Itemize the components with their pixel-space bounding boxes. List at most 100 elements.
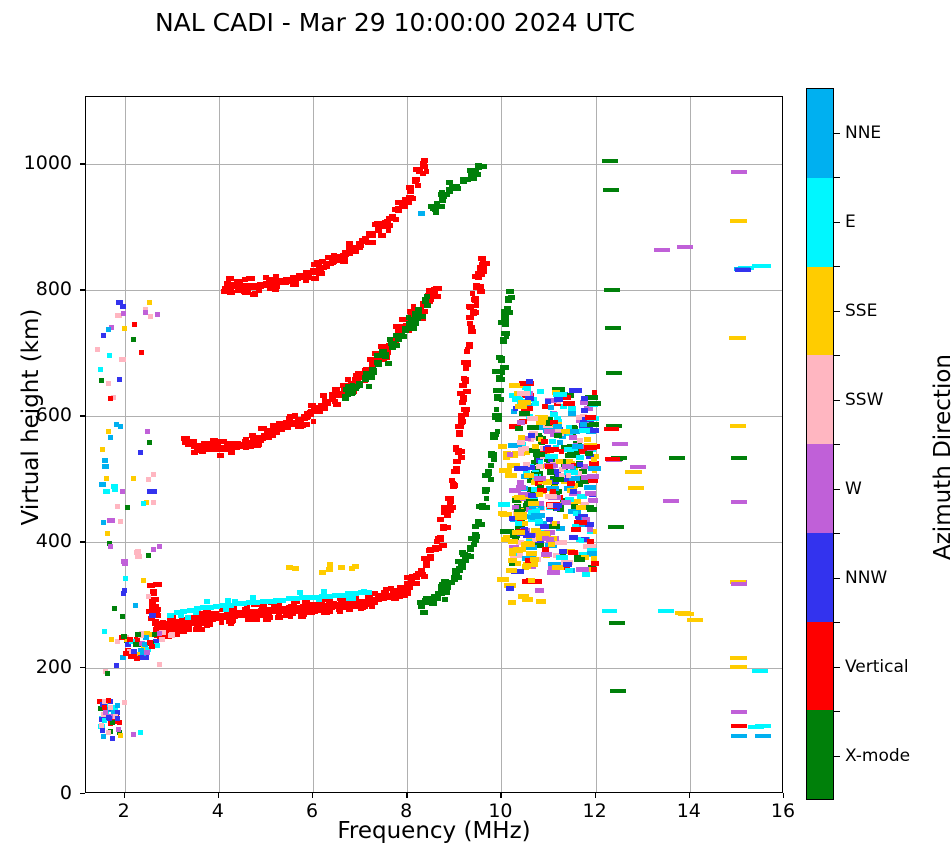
echo-point	[100, 728, 106, 734]
echo-point	[352, 248, 360, 254]
echo-point	[563, 400, 576, 406]
echo-point	[151, 489, 158, 495]
echo-point	[526, 416, 539, 422]
echo-point	[318, 258, 327, 264]
echo-point	[506, 451, 514, 457]
echo-point	[395, 206, 403, 214]
echo-point	[487, 476, 495, 482]
y-axis-tick	[80, 667, 85, 669]
echo-point	[347, 251, 353, 257]
echo-point	[521, 385, 532, 391]
echo-point	[565, 431, 573, 437]
echo-point	[275, 613, 282, 619]
echo-point	[526, 550, 537, 556]
x-axis-tick	[406, 793, 408, 798]
echo-point	[120, 304, 127, 310]
echo-point	[491, 456, 497, 462]
echo-point	[513, 494, 525, 500]
echo-point	[539, 523, 549, 529]
echo-point	[550, 419, 558, 425]
echo-dash	[629, 464, 646, 469]
echo-point	[473, 168, 479, 174]
echo-point	[518, 410, 531, 416]
echo-point	[281, 280, 290, 286]
echo-point	[342, 601, 350, 609]
echo-point	[457, 419, 466, 425]
echo-point	[242, 290, 252, 296]
echo-point	[283, 419, 292, 425]
echo-point	[205, 440, 212, 446]
echo-point	[587, 547, 598, 553]
echo-point	[273, 273, 280, 279]
echo-point	[272, 427, 280, 435]
x-axis-tick-label: 6	[305, 800, 319, 822]
echo-point	[296, 590, 303, 596]
echo-point	[449, 477, 456, 483]
echo-point	[167, 612, 175, 618]
echo-point	[551, 386, 565, 392]
echo-point	[147, 299, 153, 305]
echo-point	[153, 639, 160, 645]
echo-point	[225, 276, 235, 282]
x-axis-tick	[312, 793, 314, 798]
echo-point	[419, 170, 426, 176]
echo-point	[477, 289, 485, 295]
echo-point	[293, 280, 299, 286]
colorbar-segment-ssw	[807, 355, 833, 444]
echo-point	[206, 445, 212, 451]
echo-point	[471, 296, 479, 302]
echo-point	[140, 501, 146, 507]
echo-point	[203, 609, 212, 615]
echo-point	[338, 592, 346, 598]
colorbar-boundary-tick	[834, 533, 840, 535]
echo-dash	[686, 618, 703, 623]
echo-point	[153, 582, 162, 588]
echo-point	[233, 441, 242, 447]
echo-point	[458, 549, 466, 555]
echo-point	[106, 352, 112, 358]
echo-point	[534, 476, 547, 481]
echo-point	[569, 434, 577, 440]
echo-point	[169, 631, 175, 637]
echo-dash	[606, 424, 622, 429]
echo-point	[590, 428, 600, 434]
echo-point	[321, 405, 328, 411]
echo-point	[331, 399, 339, 405]
echo-point	[370, 368, 378, 374]
echo-point	[438, 196, 446, 204]
echo-point	[505, 289, 514, 295]
echo-point	[458, 412, 466, 420]
echo-point	[145, 609, 155, 615]
echo-point	[586, 422, 600, 428]
echo-point	[191, 615, 199, 621]
echo-point	[244, 604, 251, 610]
echo-point	[580, 400, 588, 406]
echo-point	[401, 197, 409, 205]
echo-point	[462, 365, 469, 371]
x-axis-tick-label: 4	[211, 800, 224, 822]
echo-point	[148, 313, 154, 319]
echo-point	[564, 446, 574, 452]
echo-point	[468, 176, 477, 182]
echo-point	[285, 277, 292, 283]
echo-point	[499, 337, 507, 345]
echo-dash	[658, 609, 675, 614]
echo-point	[177, 613, 184, 619]
echo-point	[499, 467, 512, 473]
echo-point	[579, 552, 591, 558]
echo-point	[370, 239, 377, 245]
echo-point	[580, 464, 589, 470]
echo-point	[452, 482, 459, 488]
echo-point	[320, 393, 328, 399]
echo-point	[352, 603, 361, 609]
echo-point	[507, 294, 515, 300]
echo-point	[523, 504, 529, 510]
echo-point	[530, 480, 537, 486]
echo-point	[547, 456, 553, 462]
echo-point	[544, 428, 556, 434]
echo-point	[155, 627, 161, 633]
echo-point	[103, 709, 109, 715]
echo-point	[444, 582, 452, 590]
echo-point	[553, 476, 564, 482]
echo-point	[492, 368, 500, 374]
